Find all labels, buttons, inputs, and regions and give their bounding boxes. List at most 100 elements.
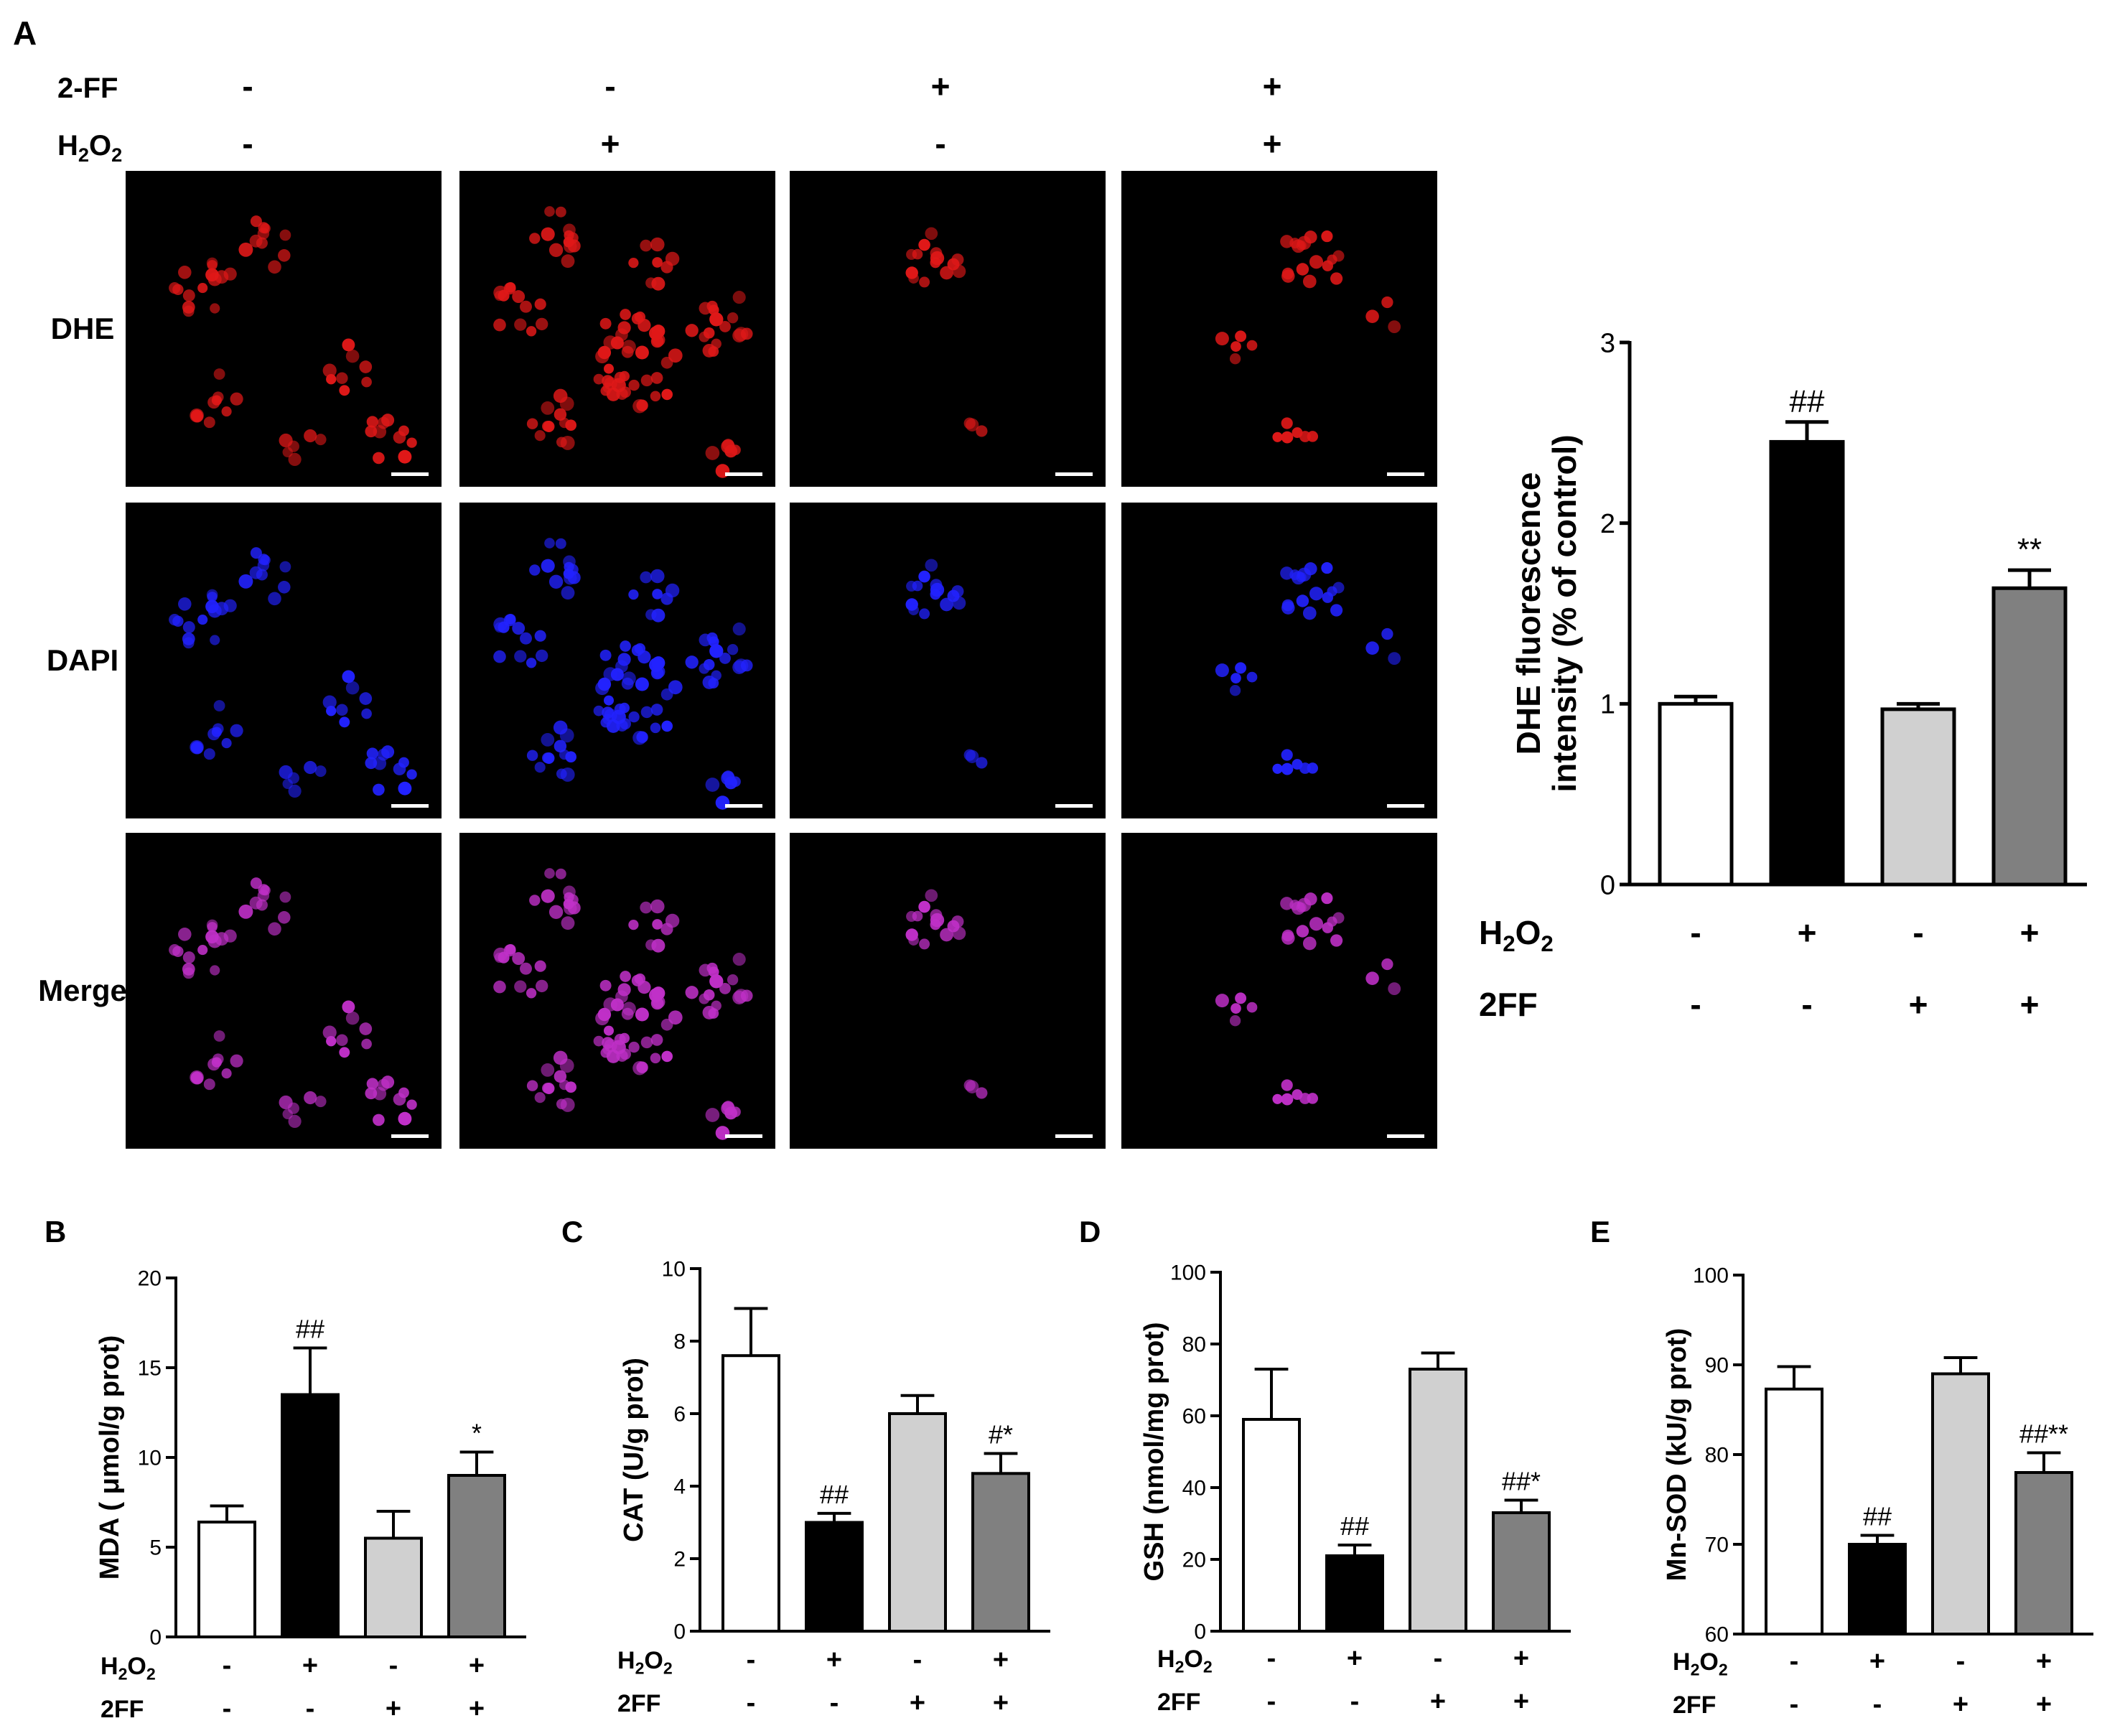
cell-nucleus bbox=[1280, 235, 1294, 248]
condition-sign: + bbox=[826, 1645, 842, 1675]
cell-nucleus bbox=[668, 348, 683, 363]
condition-sign: + bbox=[910, 1688, 925, 1718]
cell-nucleus bbox=[1292, 239, 1305, 253]
cell-nucleus bbox=[213, 1030, 225, 1042]
condition-sign: + bbox=[2036, 1646, 2052, 1676]
cell-nucleus bbox=[178, 928, 192, 941]
cell-nucleus bbox=[534, 1092, 546, 1103]
cell-nucleus bbox=[182, 621, 195, 634]
condition-sign: + bbox=[993, 1645, 1009, 1675]
cell-nucleus bbox=[381, 745, 395, 759]
cell-nucleus bbox=[544, 206, 555, 217]
cell-nucleus bbox=[599, 317, 612, 330]
condition-sign: - bbox=[389, 1651, 398, 1681]
cell-nucleus bbox=[918, 238, 930, 251]
cell-nucleus bbox=[268, 592, 281, 606]
cell-nucleus bbox=[1388, 982, 1401, 996]
cell-nucleus bbox=[620, 971, 631, 982]
cell-nucleus bbox=[1330, 604, 1343, 617]
cell-nucleus bbox=[649, 326, 663, 340]
cell-nucleus bbox=[721, 1101, 735, 1116]
condition-sign: + bbox=[1869, 1646, 1885, 1676]
cell-nucleus bbox=[1229, 1015, 1241, 1027]
cell-nucleus bbox=[361, 1038, 372, 1050]
cell-nucleus bbox=[925, 889, 938, 902]
bar bbox=[1880, 707, 1956, 887]
cell-nucleus bbox=[621, 1007, 634, 1020]
cell-nucleus bbox=[536, 317, 548, 331]
bar bbox=[805, 1521, 864, 1633]
cell-nucleus bbox=[703, 659, 715, 671]
cell-nucleus bbox=[393, 431, 406, 444]
bar bbox=[1848, 1543, 1907, 1635]
cell-nucleus bbox=[567, 239, 581, 253]
y-tick-label: 0 bbox=[149, 1626, 162, 1650]
cell-nucleus bbox=[951, 915, 964, 928]
cell-nucleus bbox=[238, 574, 253, 589]
condition-sign: - bbox=[913, 1645, 923, 1675]
cell-nucleus bbox=[541, 889, 555, 903]
cell-nucleus bbox=[1280, 897, 1294, 910]
cell-nucleus bbox=[1365, 971, 1379, 985]
scale-bar bbox=[391, 472, 429, 476]
cell-nucleus bbox=[565, 1081, 576, 1093]
cell-nucleus bbox=[709, 974, 724, 989]
condition-label-0-label-main: H bbox=[617, 1647, 635, 1674]
panel-a-treatment-label-1-label-mid: O bbox=[89, 130, 111, 162]
cell-nucleus bbox=[250, 547, 262, 559]
cell-nucleus bbox=[373, 783, 385, 796]
condition-label-0-label-sub2: 2 bbox=[1719, 1660, 1728, 1679]
cell-nucleus bbox=[1281, 1079, 1293, 1091]
condition-sign: - bbox=[1267, 1686, 1276, 1717]
cell-nucleus bbox=[719, 652, 731, 664]
cell-nucleus bbox=[1309, 917, 1324, 931]
cell-nucleus bbox=[649, 658, 663, 672]
scale-bar bbox=[1055, 1134, 1093, 1138]
cell-nucleus bbox=[661, 388, 673, 401]
cell-nucleus bbox=[719, 982, 731, 994]
cell-nucleus bbox=[565, 751, 576, 762]
cell-nucleus bbox=[595, 681, 610, 696]
cell-nucleus bbox=[287, 440, 299, 452]
cell-nucleus bbox=[620, 640, 631, 652]
scale-bar bbox=[1387, 804, 1424, 808]
cell-nucleus bbox=[1292, 571, 1305, 585]
cell-nucleus bbox=[304, 1091, 317, 1105]
cell-nucleus bbox=[611, 1040, 626, 1055]
cell-nucleus bbox=[544, 538, 555, 549]
cell-nucleus bbox=[529, 233, 541, 244]
cell-nucleus bbox=[544, 868, 555, 879]
cell-nucleus bbox=[373, 1087, 387, 1101]
micrograph-background bbox=[790, 171, 1106, 487]
y-tick-label: 5 bbox=[149, 1536, 162, 1560]
cell-nucleus bbox=[210, 965, 220, 976]
cell-nucleus bbox=[665, 913, 680, 928]
y-tick-label: 4 bbox=[673, 1475, 686, 1499]
cell-nucleus bbox=[210, 635, 220, 645]
cell-nucleus bbox=[342, 670, 355, 683]
y-tick-label: 10 bbox=[662, 1258, 686, 1282]
cell-nucleus bbox=[230, 1054, 243, 1068]
cell-nucleus bbox=[268, 922, 281, 936]
cell-nucleus bbox=[1304, 562, 1317, 576]
cell-nucleus bbox=[593, 705, 604, 717]
cell-nucleus bbox=[1281, 599, 1294, 612]
cell-nucleus bbox=[727, 312, 739, 324]
cell-nucleus bbox=[278, 581, 291, 594]
cell-nucleus bbox=[595, 349, 610, 364]
cell-nucleus bbox=[213, 368, 225, 380]
bar bbox=[1325, 1554, 1384, 1633]
condition-label-0: H2O2 bbox=[1479, 914, 1554, 956]
cell-nucleus bbox=[555, 868, 566, 879]
cell-nucleus bbox=[398, 781, 412, 795]
cell-nucleus bbox=[260, 554, 271, 566]
micrograph-background bbox=[790, 503, 1106, 818]
cell-nucleus bbox=[256, 237, 268, 249]
condition-label-1: 2FF bbox=[101, 1696, 144, 1723]
cell-nucleus bbox=[542, 421, 554, 432]
cell-nucleus bbox=[197, 945, 208, 956]
cell-nucleus bbox=[940, 928, 953, 942]
cell-nucleus bbox=[548, 905, 564, 919]
significance-label: ## bbox=[1863, 1502, 1892, 1531]
